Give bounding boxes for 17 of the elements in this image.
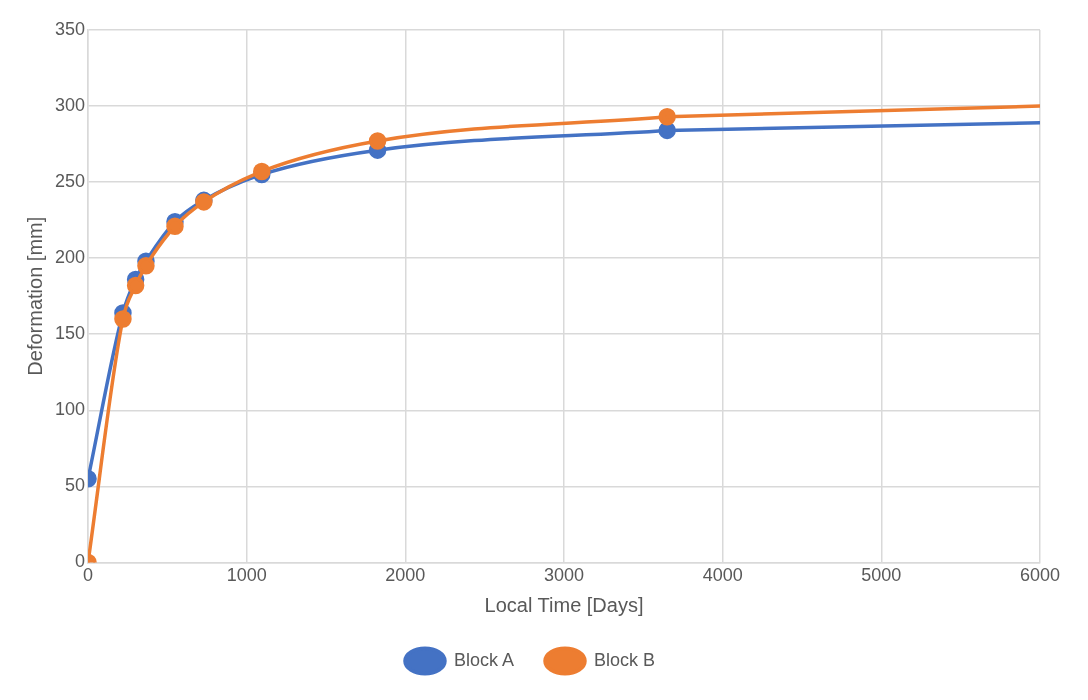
y-tick-label: 350 [54,18,86,39]
y-tick-label: 50 [65,475,86,496]
x-axis-title: Local Time [Days] [484,593,644,616]
y-tick-label: 150 [54,323,86,344]
x-tick-label: 4000 [702,565,743,586]
y-tick-label: 300 [54,95,86,116]
legend-label: Block B [594,649,656,670]
y-axis-title: Deformation [mm] [23,216,46,376]
y-tick-label: 250 [54,171,86,192]
x-tick-label: 5000 [861,565,902,586]
x-tick-label: 1000 [226,565,267,586]
x-tick-label: 6000 [1019,565,1061,586]
x-tick-label: 2000 [385,565,426,586]
x-tick-label: 3000 [543,565,585,586]
y-tick-label: 100 [54,399,86,420]
y-tick-label: 200 [54,247,86,268]
legend-label: Block A [453,649,515,670]
